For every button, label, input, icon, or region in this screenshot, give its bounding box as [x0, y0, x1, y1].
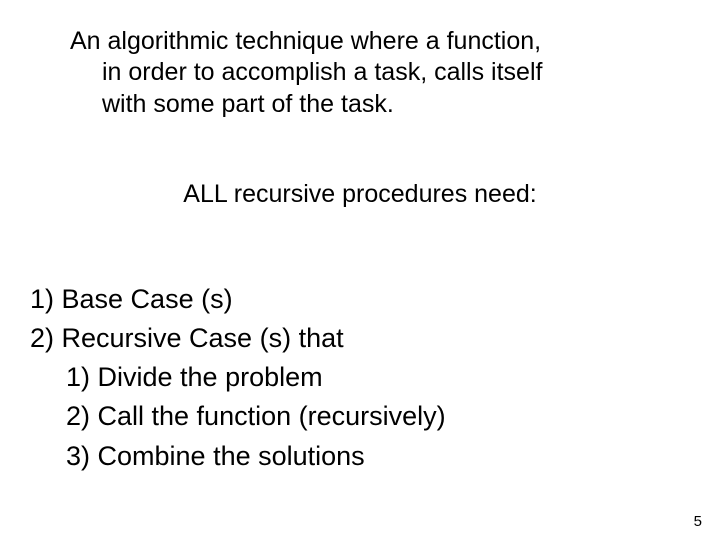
slide: An algorithmic technique where a functio…	[0, 0, 720, 540]
definition-line-3: with some part of the task.	[70, 89, 650, 120]
definition-line-2: in order to accomplish a task, calls its…	[70, 57, 650, 88]
list-item-2: 2) Recursive Case (s) that	[30, 319, 446, 358]
list-item-1: 1) Base Case (s)	[30, 280, 446, 319]
definition-block: An algorithmic technique where a functio…	[70, 26, 650, 120]
requirements-list: 1) Base Case (s) 2) Recursive Case (s) t…	[30, 280, 446, 476]
list-subitem-1: 1) Divide the problem	[30, 358, 446, 397]
subheading: ALL recursive procedures need:	[0, 180, 720, 209]
list-subitem-2: 2) Call the function (recursively)	[30, 397, 446, 436]
list-subitem-3: 3) Combine the solutions	[30, 437, 446, 476]
definition-line-1: An algorithmic technique where a functio…	[70, 26, 650, 57]
page-number: 5	[694, 513, 702, 530]
